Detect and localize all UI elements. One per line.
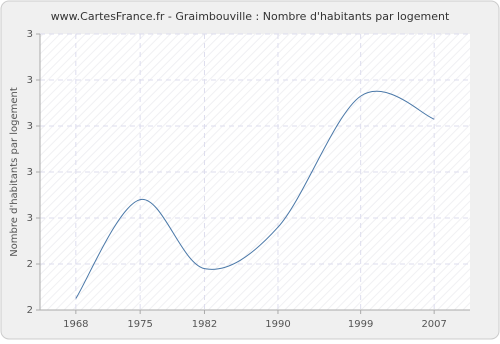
y-tick-label: 3 (27, 121, 33, 132)
y-tick-label: 2 (27, 259, 33, 270)
chart-title: www.CartesFrance.fr - Graimbouville : No… (51, 10, 450, 23)
y-tick-label: 3 (27, 29, 33, 40)
x-tick-label: 1968 (63, 319, 88, 330)
line (75, 90, 435, 299)
x-tick-label: 1990 (265, 319, 290, 330)
y-tick-label: 3 (27, 75, 33, 86)
y-axis-label: Nombre d'habitants par logement (9, 87, 20, 257)
x-tick-label: 1975 (127, 319, 152, 330)
y-tick-label: 3 (27, 213, 33, 224)
y-tick-label: 2 (27, 305, 33, 316)
x-tick-label: 2007 (421, 319, 446, 330)
y-tick-label: 3 (27, 167, 33, 178)
x-tick-label: 1999 (348, 319, 373, 330)
x-tick-label: 1982 (192, 319, 217, 330)
plot-hatch (40, 34, 470, 310)
